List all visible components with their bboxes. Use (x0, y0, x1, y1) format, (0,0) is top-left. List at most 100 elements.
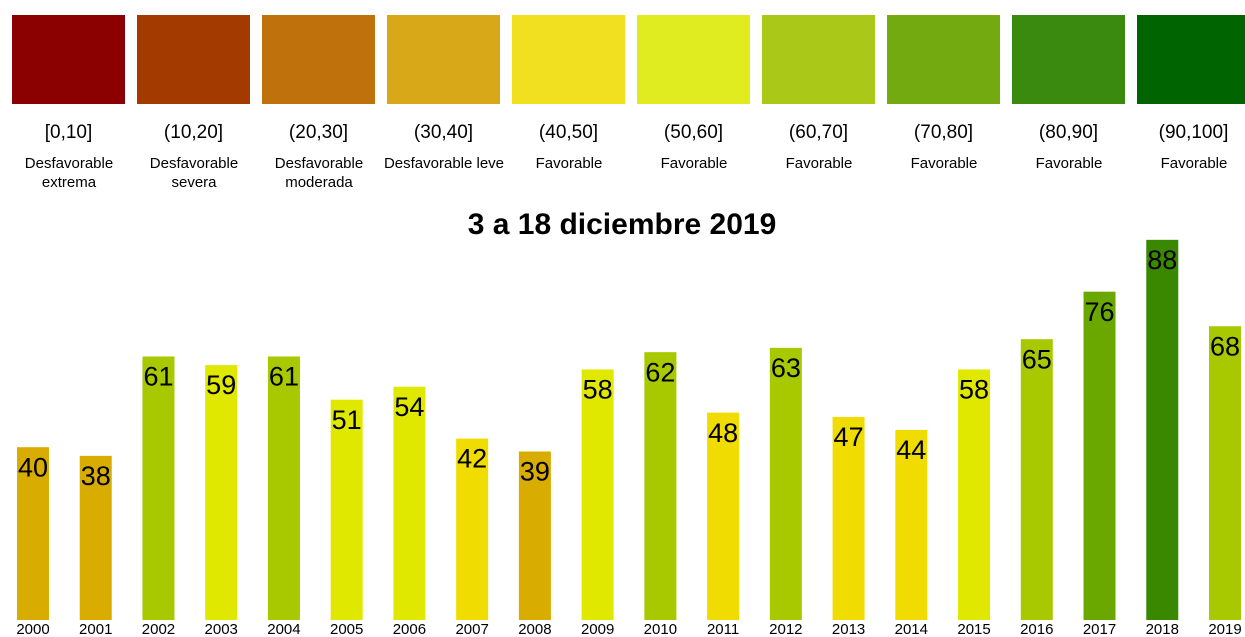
legend-swatch (262, 15, 375, 104)
bar (1209, 326, 1241, 620)
legend-range: (60,70] (788, 122, 849, 143)
bar (17, 447, 49, 620)
legend-range: (40,50] (538, 122, 599, 143)
legend-range: (50,60] (663, 122, 724, 143)
value-label: 61 (143, 362, 173, 392)
legend-range: (90,100] (1158, 122, 1229, 143)
legend-text: Favorable (1035, 155, 1103, 172)
bar (581, 369, 614, 620)
legend-text: Favorable (1160, 155, 1228, 172)
value-label: 51 (332, 405, 362, 435)
x-tick-label: 2010 (644, 621, 677, 637)
legend-item: (70,80] Favorable (887, 15, 1012, 173)
bar (1083, 291, 1116, 620)
bar (267, 356, 300, 620)
value-label: 61 (269, 362, 299, 392)
value-label: 42 (457, 444, 487, 474)
bar (1146, 239, 1179, 620)
legend-range: (30,40] (413, 122, 474, 143)
bar (330, 399, 363, 620)
x-tick-label: 2019 (1208, 621, 1241, 637)
x-tick-label: 2012 (769, 621, 802, 637)
legend-item: (20,30] Desfavorable moderada (262, 15, 387, 192)
x-tick-label: 2016 (1020, 621, 1053, 637)
bar (769, 347, 802, 620)
x-tick-label: 2013 (832, 621, 865, 637)
value-label: 48 (708, 418, 738, 448)
legend-range: (70,80] (913, 122, 974, 143)
bar (644, 352, 677, 620)
legend-item: [0,10] Desfavorable extrema (12, 15, 137, 192)
legend-range: [0,10] (44, 122, 93, 143)
legend-item: (50,60] Favorable (637, 15, 762, 173)
x-tick-label: 2017 (1083, 621, 1116, 637)
value-label: 38 (81, 461, 111, 491)
x-tick-label: 2007 (455, 621, 488, 637)
legend-range: (20,30] (288, 122, 349, 143)
value-label: 58 (583, 375, 613, 405)
x-tick-label: 2002 (142, 621, 175, 637)
bar (1020, 339, 1053, 620)
legend-text: Desfavorable leve (383, 155, 505, 172)
value-label: 54 (394, 392, 424, 422)
x-tick-label: 2011 (707, 621, 739, 637)
value-label: 59 (206, 370, 236, 400)
legend-text: Desfavorable moderada (274, 155, 364, 191)
x-tick-label: 2014 (895, 621, 928, 637)
legend-item: (40,50] Favorable (512, 15, 637, 173)
x-tick-label: 2006 (393, 621, 426, 637)
legend-swatch (887, 15, 1000, 104)
value-label: 63 (771, 353, 801, 383)
value-label: 40 (18, 452, 48, 482)
legend: [0,10] Desfavorable extrema (10,20] Desfavo… (0, 0, 1245, 210)
x-tick-label: 2009 (581, 621, 614, 637)
legend-text: Desfavorable severa (149, 155, 239, 191)
value-label: 62 (645, 357, 675, 387)
bar (958, 369, 991, 620)
value-label: 65 (1022, 344, 1052, 374)
x-tick-label: 2000 (16, 621, 49, 637)
value-label: 88 (1147, 245, 1177, 275)
chart-title: 3 a 18 diciembre 2019 (468, 208, 777, 241)
bar (205, 365, 238, 620)
bar (707, 412, 740, 620)
legend-text: Favorable (660, 155, 728, 172)
legend-item: (10,20] Desfavorable severa (137, 15, 262, 192)
legend-swatch (12, 15, 125, 104)
legend-swatch (512, 15, 625, 104)
x-tick-label: 2003 (205, 621, 238, 637)
bar (895, 429, 928, 620)
value-label: 39 (520, 457, 550, 487)
legend-text: Favorable (785, 155, 853, 172)
x-tick-label: 2001 (79, 621, 112, 637)
legend-item: (90,100] Favorable (1137, 15, 1245, 173)
x-tick-label: 2008 (518, 621, 551, 637)
value-label: 44 (896, 435, 926, 465)
legend-swatch (762, 15, 875, 104)
legend-range: (10,20] (163, 122, 224, 143)
bar (142, 356, 175, 620)
legend-swatch (1012, 15, 1125, 104)
x-tick-label: 2015 (957, 621, 990, 637)
x-tick-label: 2004 (267, 621, 300, 637)
value-label: 47 (834, 422, 864, 452)
legend-item: (80,90] Favorable (1012, 15, 1137, 173)
legend-swatch (387, 15, 500, 104)
bar (456, 438, 489, 620)
value-label: 76 (1085, 297, 1115, 327)
legend-swatch (137, 15, 250, 104)
bar (393, 386, 426, 620)
legend-swatch (637, 15, 750, 104)
legend-item: (30,40] Desfavorable leve (384, 15, 512, 173)
x-tick-label: 2018 (1146, 621, 1179, 637)
bar (832, 416, 865, 620)
legend-text: Favorable (535, 155, 603, 172)
value-label: 58 (959, 375, 989, 405)
bar (79, 455, 112, 620)
legend-text: Favorable (910, 155, 978, 172)
x-tick-label: 2005 (330, 621, 363, 637)
legend-item: (60,70] Favorable (762, 15, 887, 173)
legend-text: Desfavorable extrema (24, 155, 114, 191)
